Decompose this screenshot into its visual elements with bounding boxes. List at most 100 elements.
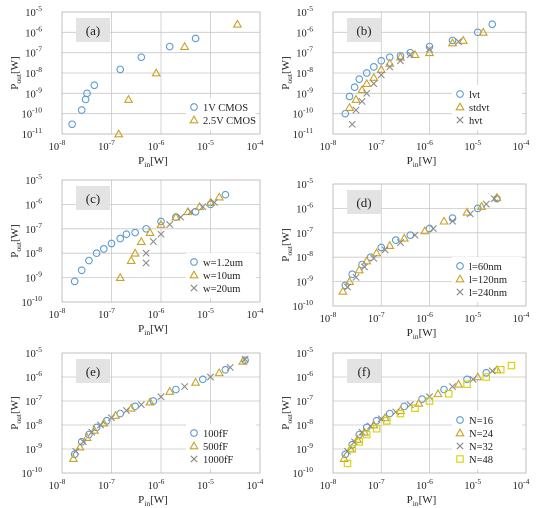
x-tick-label: 10-5 xyxy=(464,477,481,492)
y-tick-label: 10-11 xyxy=(22,126,42,141)
data-point xyxy=(492,192,502,201)
data-point xyxy=(369,63,378,71)
data-point xyxy=(96,421,105,429)
legend-box xyxy=(186,253,256,298)
data-point xyxy=(79,438,87,446)
panel-label: (a) xyxy=(86,23,100,38)
data-point xyxy=(348,120,356,128)
x-tick-label: 10-7 xyxy=(98,306,115,321)
legend-marker xyxy=(456,455,464,463)
data-point xyxy=(444,390,453,398)
data-point xyxy=(377,56,386,65)
x-tick-label: 10-6 xyxy=(416,310,433,325)
legend-marker xyxy=(456,116,464,124)
series-1 xyxy=(68,356,248,462)
data-point xyxy=(391,236,400,244)
legend-marker xyxy=(190,103,198,111)
data-point xyxy=(151,68,161,77)
data-point xyxy=(70,277,79,286)
data-point xyxy=(490,195,498,203)
data-point xyxy=(77,437,86,446)
data-point xyxy=(411,404,419,412)
data-point xyxy=(130,248,140,257)
data-point xyxy=(122,230,131,239)
data-point xyxy=(238,356,248,365)
data-point xyxy=(458,35,468,44)
data-point xyxy=(92,249,101,258)
data-point xyxy=(156,219,166,228)
legend-marker xyxy=(190,258,198,266)
data-point xyxy=(232,19,243,28)
x-tick-label: 10-7 xyxy=(368,138,385,153)
data-point xyxy=(343,283,352,291)
legend-label: 100fF xyxy=(203,429,228,440)
plot-frame xyxy=(61,179,261,303)
data-point xyxy=(350,438,359,446)
y-tick-label: 10-7 xyxy=(296,45,313,60)
data-point xyxy=(448,382,457,391)
y-axis-label: Pout[W] xyxy=(9,396,23,429)
data-point xyxy=(414,398,424,407)
data-point xyxy=(488,20,497,29)
y-tick-label: 10-6 xyxy=(25,196,42,211)
data-point xyxy=(358,428,366,436)
data-point xyxy=(344,102,355,111)
data-point xyxy=(363,89,371,97)
legend-marker xyxy=(455,274,465,283)
panel-label: (d) xyxy=(356,195,371,210)
x-tick-label: 10-6 xyxy=(148,306,165,321)
series-0 xyxy=(341,20,497,118)
plot-frame xyxy=(332,352,527,474)
data-point xyxy=(75,442,85,451)
data-point xyxy=(142,249,150,257)
legend-marker xyxy=(456,416,464,424)
data-point xyxy=(399,233,410,242)
y-tick-label: 10-9 xyxy=(25,270,42,285)
data-point xyxy=(221,190,230,199)
data-point xyxy=(157,393,165,401)
panel-label: (e) xyxy=(86,364,100,379)
data-point xyxy=(369,72,379,81)
x-tick-label: 10-4 xyxy=(513,310,530,325)
y-tick-label: 10-9 xyxy=(296,85,313,100)
x-tick-label: 10-6 xyxy=(148,477,165,492)
x-axis-label: Pin[W] xyxy=(138,155,168,169)
data-point xyxy=(145,397,155,406)
legend-label: N=24 xyxy=(469,429,494,440)
y-tick-label: 10-6 xyxy=(25,369,42,384)
data-point xyxy=(191,34,200,43)
data-point xyxy=(83,89,91,98)
data-point xyxy=(113,129,124,138)
data-point xyxy=(448,36,457,45)
data-point xyxy=(384,240,395,249)
y-tick-label: 10-7 xyxy=(25,45,42,60)
legend-label: hvt xyxy=(469,116,483,127)
legend-label: N=48 xyxy=(469,455,493,466)
data-point xyxy=(439,216,449,225)
data-point xyxy=(396,238,405,247)
data-point xyxy=(137,53,146,62)
panel-label-box xyxy=(347,190,381,214)
legend-marker xyxy=(189,441,199,450)
legend-marker xyxy=(189,115,199,124)
data-point xyxy=(352,106,360,114)
data-point xyxy=(107,414,116,422)
x-tick-label: 10-6 xyxy=(148,138,165,153)
data-point xyxy=(453,379,464,388)
data-point xyxy=(385,409,394,418)
data-point xyxy=(352,273,360,281)
legend-label: 2.5V CMOS xyxy=(203,116,256,127)
data-point xyxy=(177,213,185,221)
legend-box xyxy=(186,98,256,130)
data-point xyxy=(172,385,180,394)
data-point xyxy=(425,45,434,53)
y-tick-label: 10-6 xyxy=(296,200,313,215)
data-point xyxy=(145,227,155,236)
y-tick-label: 10-6 xyxy=(296,369,313,384)
legend-box xyxy=(186,424,256,469)
data-point xyxy=(142,259,150,267)
y-axis-label: Pout[W] xyxy=(280,228,294,261)
data-point xyxy=(454,38,463,46)
data-point xyxy=(348,270,357,279)
data-point xyxy=(400,402,409,411)
